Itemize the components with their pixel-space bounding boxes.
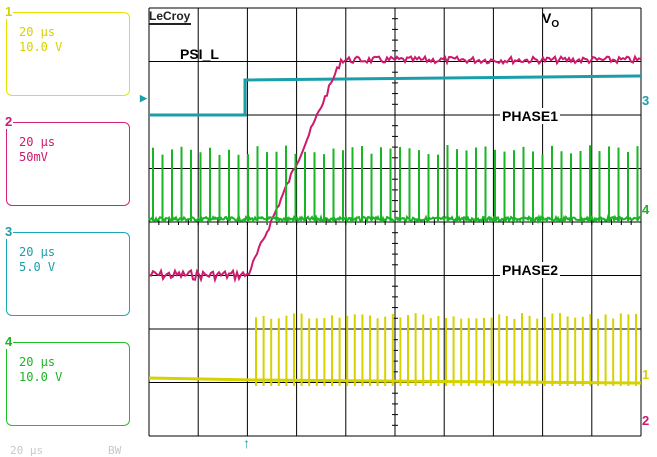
ground-marker-icon: ▶ — [140, 93, 147, 103]
channel-4-scale: 10.0 V — [19, 370, 63, 384]
psi-label: PSI_L — [180, 46, 219, 62]
channel-1-scale: 10.0 V — [19, 40, 63, 54]
channel-3-number: 3 — [4, 224, 14, 239]
channel-2-offset-marker[interactable]: 2 — [642, 413, 650, 428]
footer-timebase: 20 µs — [10, 444, 44, 457]
channel-3-scale: 5.0 V — [19, 260, 56, 274]
vo-label-main: V — [542, 10, 552, 26]
channel-4-timebase: 20 µs — [19, 355, 56, 369]
channel-1-number: 1 — [4, 4, 14, 19]
phase1-label: PHASE1 — [500, 108, 561, 124]
vo-label-sub: O — [551, 18, 560, 30]
scope-traces — [148, 54, 642, 386]
footer-bandwidth: BW — [108, 444, 122, 457]
channel-4-offset-marker[interactable]: 4 — [642, 202, 650, 217]
channel-2-timebase: 20 µs — [19, 135, 56, 149]
channel-2-box[interactable]: 2 20 µs 50mV — [4, 115, 130, 206]
channel-3-trace — [149, 74, 642, 117]
channel-3-timebase: 20 µs — [19, 245, 56, 259]
channel-2-scale: 50mV — [19, 150, 48, 164]
phase2-label: PHASE2 — [500, 262, 561, 278]
channel-4-baseline — [148, 213, 642, 225]
channel-4-number: 4 — [4, 334, 14, 349]
trigger-arrow-icon[interactable]: ↑ — [243, 435, 250, 451]
channel-3-offset-marker[interactable]: 3 — [642, 93, 650, 108]
channel-1-offset-marker[interactable]: 1 — [642, 367, 650, 382]
channel-1-box[interactable]: 1 20 µs 10.0 V — [4, 5, 130, 96]
channel-1-timebase: 20 µs — [19, 25, 56, 39]
lecroy-logo: LeCroy — [149, 9, 192, 25]
channel-2-trace — [148, 54, 642, 284]
channel-2-number: 2 — [4, 114, 14, 129]
channel-4-box[interactable]: 4 20 µs 10.0 V — [4, 335, 130, 426]
vo-label: VO — [540, 10, 561, 33]
channel-3-box[interactable]: 3 20 µs 5.0 V — [4, 225, 130, 316]
